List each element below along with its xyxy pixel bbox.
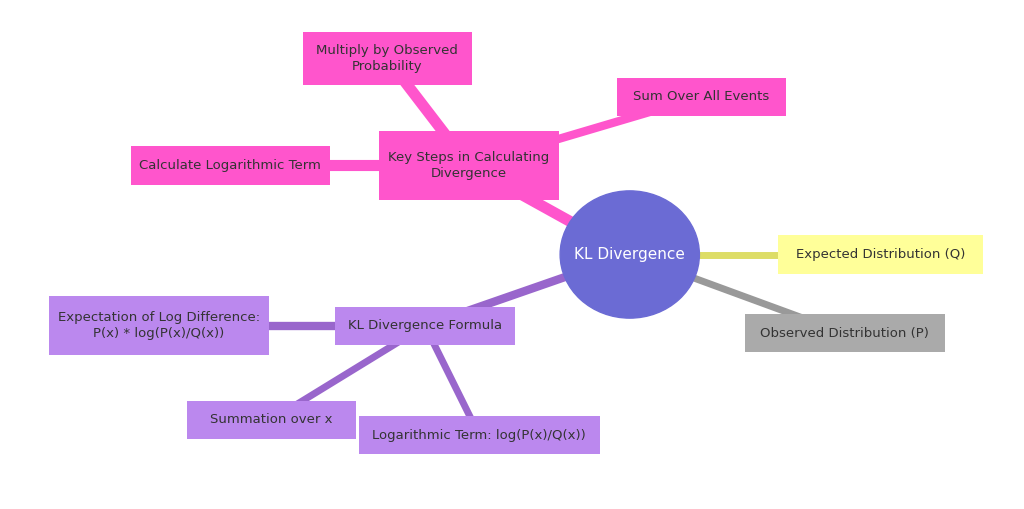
FancyBboxPatch shape xyxy=(616,78,786,116)
Text: KL Divergence Formula: KL Divergence Formula xyxy=(348,319,502,332)
Text: Key Steps in Calculating
Divergence: Key Steps in Calculating Divergence xyxy=(388,151,550,180)
Text: Multiply by Observed
Probability: Multiply by Observed Probability xyxy=(316,44,458,73)
Text: KL Divergence: KL Divergence xyxy=(574,247,685,262)
FancyBboxPatch shape xyxy=(778,236,983,274)
FancyBboxPatch shape xyxy=(131,147,330,185)
Text: Calculate Logarithmic Term: Calculate Logarithmic Term xyxy=(139,159,322,172)
FancyBboxPatch shape xyxy=(380,131,559,200)
Text: Observed Distribution (P): Observed Distribution (P) xyxy=(761,327,929,340)
Text: Expectation of Log Difference:
P(x) * log(P(x)/Q(x)): Expectation of Log Difference: P(x) * lo… xyxy=(57,312,260,340)
FancyBboxPatch shape xyxy=(49,296,268,355)
Text: Logarithmic Term: log(P(x)/Q(x)): Logarithmic Term: log(P(x)/Q(x)) xyxy=(373,429,586,442)
Text: Summation over x: Summation over x xyxy=(210,413,333,427)
FancyBboxPatch shape xyxy=(744,315,944,353)
FancyBboxPatch shape xyxy=(186,401,356,439)
FancyBboxPatch shape xyxy=(336,306,514,345)
FancyBboxPatch shape xyxy=(359,416,600,455)
Ellipse shape xyxy=(560,191,699,318)
FancyBboxPatch shape xyxy=(303,32,471,86)
Text: Expected Distribution (Q): Expected Distribution (Q) xyxy=(796,248,966,261)
Text: Sum Over All Events: Sum Over All Events xyxy=(633,90,770,103)
